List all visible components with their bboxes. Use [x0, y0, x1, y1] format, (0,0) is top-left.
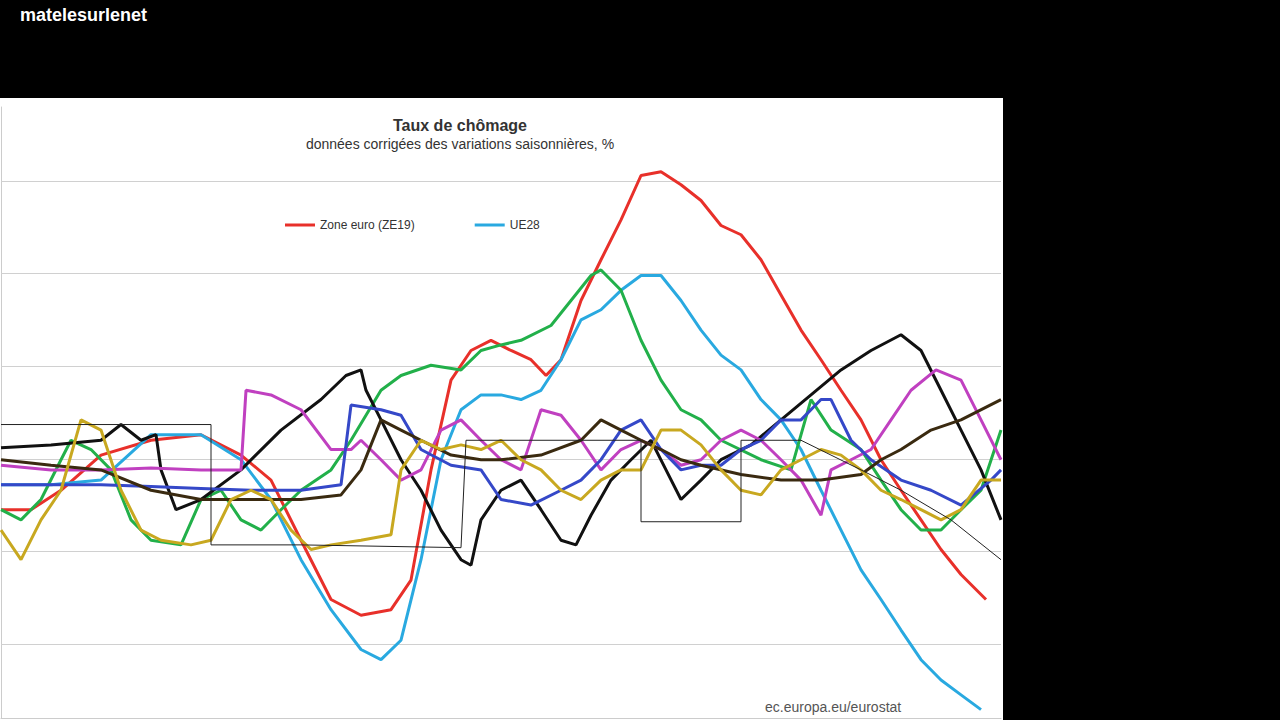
svg-text:ec.europa.eu/eurostat: ec.europa.eu/eurostat: [765, 699, 901, 715]
svg-text:Taux de chômage: Taux de chômage: [393, 117, 527, 134]
html-text:matelesurlenet: matelesurlenet: [20, 5, 148, 25]
svg-text:UE28: UE28: [510, 218, 540, 232]
svg-text:données corrigées des variatio: données corrigées des variations saisonn…: [306, 136, 614, 152]
svg-text:Zone euro (ZE19): Zone euro (ZE19): [320, 218, 415, 232]
